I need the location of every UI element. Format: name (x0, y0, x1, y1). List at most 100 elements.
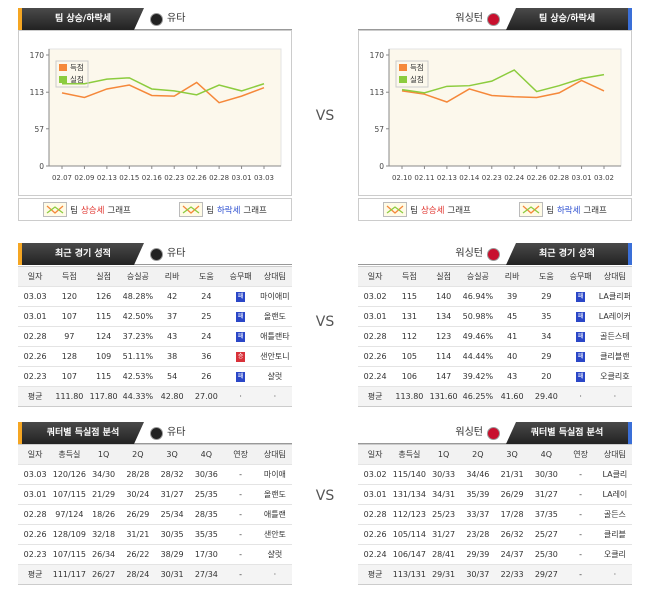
table-cell: 38 (155, 346, 190, 367)
column-header: 실점 (426, 266, 461, 287)
table-cell: LA레이커 (597, 306, 632, 327)
table-cell: 26/29 (120, 504, 155, 525)
legend-row: 팀 상승세 그래프 팀 하락세 그래프 (18, 198, 292, 221)
table-row: 03.02 115/140 30/33 34/46 21/31 30/30- LA클리 (358, 464, 632, 485)
table-cell: 147 (426, 366, 461, 387)
table-cell: 패 (223, 306, 258, 327)
legend-text: 팀 (206, 205, 214, 216)
vs-label: VS (315, 314, 335, 330)
section-header: 쿼터별 득실점 분석 워싱턴 (358, 422, 632, 444)
team-label: 유타 (150, 422, 185, 444)
table-cell: 03.01 (358, 484, 393, 505)
column-header: 득점 (52, 266, 87, 287)
table-cell: 03.02 (358, 464, 393, 485)
column-header: 도움 (189, 266, 224, 287)
table-cell: 25 (189, 306, 224, 327)
legend-text: 그래프 (447, 205, 471, 216)
table-cell: - (563, 464, 598, 485)
table-cell: 골든스테 (597, 326, 632, 347)
table-cell: 23/28 (460, 524, 495, 545)
legend-label: 실점 (410, 74, 424, 84)
table-cell: 97 (52, 326, 87, 347)
series-line (401, 69, 605, 94)
team-label: 워싱턴 (455, 8, 500, 30)
table-cell: 승 (223, 346, 258, 367)
table-cell: - (223, 504, 258, 525)
team-logo (487, 247, 500, 261)
table-row: 02.28 97 124 37.23% 43 24 패 애틀랜타 (18, 326, 292, 347)
section-title: 최근 경기 성적 (18, 243, 144, 265)
average-row: 평균 111/117 26/27 28/24 30/31 27/34- · (18, 564, 292, 585)
legend-text: 하락세 (556, 205, 581, 216)
legend-icon (519, 202, 544, 217)
table-cell: 오클리 (597, 544, 632, 565)
result-badge: 패 (576, 352, 586, 362)
section-title: 팀 상승/하락세 (18, 8, 144, 30)
table-cell: 35/39 (460, 484, 495, 505)
table-cell: 30/35 (155, 524, 190, 545)
icon-line (46, 206, 64, 214)
column-header: 총득실 (52, 444, 87, 465)
table-cell: 51.11% (120, 346, 155, 367)
table-row: 03.03 120/126 34/30 28/28 28/32 30/36- 마이애 (18, 464, 292, 485)
table-row: 02.24 106/147 28/41 29/39 24/37 25/30- 오클리 (358, 544, 632, 565)
average-cell: 42.80 (155, 386, 190, 407)
team-name: 워싱턴 (455, 248, 483, 259)
average-cell: 26/27 (86, 564, 121, 585)
column-header: 3Q (495, 444, 530, 465)
table-cell: 24 (189, 326, 224, 347)
table-cell: 29 (529, 346, 564, 367)
data-table: 일자 총득실 1Q 2Q 3Q 4Q 연장 상대팀 03.02 115/140 30/33 34/46… (358, 444, 632, 585)
x-tick-label: 02.23 (482, 174, 502, 182)
table-cell: 25/35 (189, 484, 224, 505)
series-line (61, 81, 265, 104)
table-cell: LA클리퍼 (597, 286, 632, 307)
table-cell: 21/29 (86, 484, 121, 505)
average-cell: · (223, 386, 258, 407)
table-cell: 02.28 (18, 326, 53, 347)
table-cell: 134 (426, 306, 461, 327)
table-cell: 02.28 (358, 504, 393, 525)
table-cell: 28/32 (155, 464, 190, 485)
table-row: 02.28 97/124 18/26 26/29 25/34 28/35- 애틀랜 (18, 504, 292, 525)
table-cell: 29/39 (460, 544, 495, 565)
table-cell: 115 (86, 306, 121, 327)
table-cell: 마이애미 (257, 286, 292, 307)
average-cell: · (257, 386, 292, 407)
average-cell: 29/27 (529, 564, 564, 585)
table-cell: 패 (563, 306, 598, 327)
table-cell: 112/123 (392, 504, 427, 525)
result-badge: 패 (576, 312, 586, 322)
table-cell: 02.28 (358, 326, 393, 347)
table-cell: 128 (52, 346, 87, 367)
table-cell: 105 (392, 346, 427, 367)
team-label: 워싱턴 (455, 243, 500, 265)
table-cell: 112 (392, 326, 427, 347)
table-row: 03.02 115 140 46.94% 39 29 패 LA클리퍼 (358, 286, 632, 307)
column-header: 일자 (18, 266, 53, 287)
average-cell: 27.00 (189, 386, 224, 407)
table-cell: 24 (189, 286, 224, 307)
column-header: 일자 (358, 266, 393, 287)
series-line (62, 77, 265, 96)
table-cell: 115/140 (392, 464, 427, 485)
table-cell: 25/23 (426, 504, 461, 525)
table-cell: 40 (495, 346, 530, 367)
table-cell: 97/124 (52, 504, 87, 525)
table-cell: 24/37 (495, 544, 530, 565)
table-cell: - (223, 484, 258, 505)
legend-item: 팀 상승세 그래프 (43, 202, 131, 217)
section-header: 팀 상승/하락세 워싱턴 (358, 8, 632, 30)
legend-box (55, 60, 89, 88)
team-name: 유타 (167, 248, 186, 259)
x-tick-label: 02.13 (437, 174, 457, 182)
y-tick-label: 113 (370, 88, 385, 97)
column-header: 승무패 (563, 266, 598, 287)
header-row: 일자 총득실 1Q 2Q 3Q 4Q 연장 상대팀 (18, 444, 292, 465)
column-header: 1Q (86, 444, 121, 465)
column-header: 득점 (392, 266, 427, 287)
average-cell: · (597, 386, 632, 407)
